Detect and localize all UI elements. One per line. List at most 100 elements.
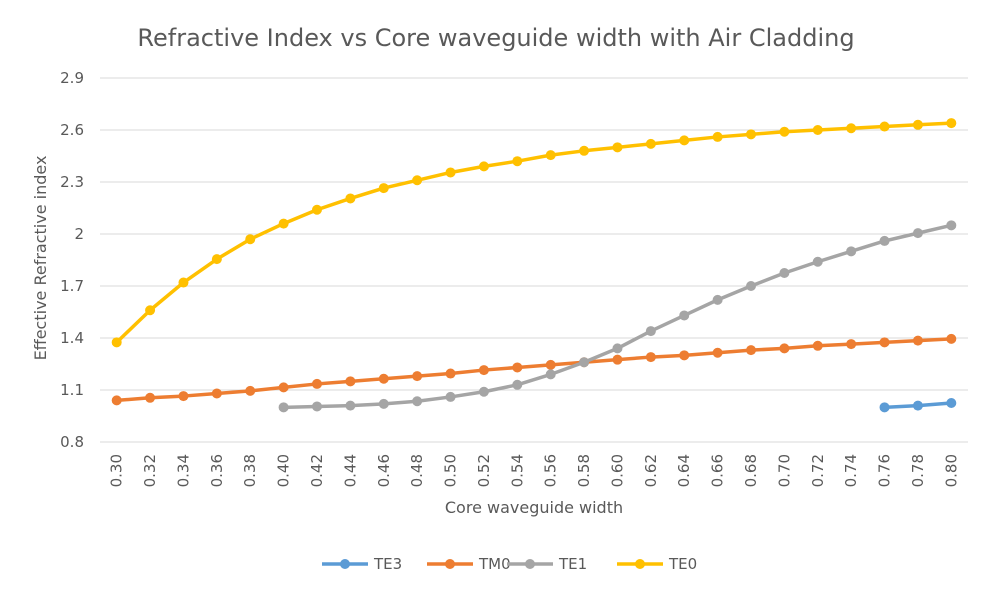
data-point-te0 [612,142,623,153]
data-point-te1 [478,386,489,397]
data-point-tm0 [545,359,556,370]
x-tick-label: 0.32 [141,454,159,487]
y-tick-label: 0.8 [60,433,84,451]
y-axis-title: Effective Refractive index [31,156,50,361]
data-point-te1 [545,369,556,380]
data-point-tm0 [645,352,656,363]
legend-label-te3: TE3 [373,555,402,573]
x-tick-label: 0.50 [442,454,460,487]
data-point-te1 [645,326,656,337]
chart-title: Refractive Index vs Core waveguide width… [137,24,854,52]
data-point-te0 [412,175,423,186]
data-point-te0 [712,131,723,142]
x-tick-label: 0.58 [575,454,593,487]
data-point-tm0 [111,395,122,406]
data-point-te1 [679,310,690,321]
legend-marker-tm0 [445,559,455,569]
x-tick-label: 0.62 [642,454,660,487]
data-point-te0 [111,337,122,348]
legend-label-te1: TE1 [558,555,587,573]
data-point-tm0 [612,354,623,365]
data-point-te0 [946,118,957,129]
y-tick-label: 1.7 [60,277,84,295]
data-point-tm0 [278,382,289,393]
x-tick-label: 0.40 [275,454,293,487]
x-tick-label: 0.78 [909,454,927,487]
data-point-tm0 [312,378,322,389]
data-point-te0 [812,125,823,135]
x-axis-ticks: 0.30 0.32 0.34 0.36 0.38 0.40 0.42 0.44 0.46 0.48… [108,454,961,487]
x-tick-label: 0.48 [408,454,426,487]
x-tick-label: 0.38 [241,454,259,487]
series-te0 [111,118,957,348]
data-point-tm0 [779,343,790,354]
data-point-te1 [946,220,957,231]
x-tick-label: 0.30 [108,454,126,487]
data-point-te1 [378,398,389,409]
y-tick-label: 2.3 [60,173,84,191]
data-point-te1 [912,228,923,239]
x-tick-label: 0.44 [341,454,359,487]
x-tick-label: 0.80 [942,454,960,487]
x-tick-label: 0.72 [809,454,827,487]
data-point-te0 [445,167,456,178]
x-tick-label: 0.36 [208,454,226,487]
data-point-te1 [712,294,723,305]
data-point-te0 [245,234,256,245]
x-tick-label: 0.74 [842,454,860,487]
data-point-te1 [445,391,456,402]
data-point-te1 [278,402,289,413]
y-tick-label: 2.9 [60,69,84,87]
data-point-tm0 [345,376,356,387]
x-tick-label: 0.70 [775,454,793,487]
y-axis-ticks: 0.8 1.1 1.4 1.7 2 2.3 2.6 2.9 [60,69,84,451]
x-tick-label: 0.54 [508,454,526,487]
series-te1 [278,220,957,413]
legend-marker-te1 [525,559,535,569]
series-line-te0 [114,121,954,345]
data-point-tm0 [879,337,890,348]
data-point-te0 [779,126,790,137]
data-point-te1 [412,396,423,407]
y-tick-label: 2.6 [60,121,84,139]
data-point-te1 [512,379,523,390]
data-point-te0 [312,204,322,215]
x-tick-label: 0.46 [375,454,393,487]
data-point-te0 [645,138,656,149]
legend-item-tm0: TM0 [427,555,511,573]
data-point-te0 [178,277,189,288]
data-point-te0 [211,254,222,265]
legend-label-te0: TE0 [668,555,697,573]
data-point-te0 [912,119,923,130]
legend-item-te0: TE0 [617,555,697,573]
data-point-te0 [579,145,590,156]
x-tick-label: 0.52 [475,454,493,487]
legend-label-tm0: TM0 [478,555,511,573]
data-point-tm0 [478,365,489,376]
x-tick-label: 0.76 [876,454,894,487]
x-tick-label: 0.42 [308,454,326,487]
data-point-te3 [912,400,923,411]
data-point-te1 [746,281,756,291]
data-point-te3 [946,398,957,408]
data-point-te0 [512,156,523,167]
data-point-tm0 [946,333,957,344]
data-point-tm0 [846,339,857,350]
data-point-te1 [846,246,857,257]
legend-marker-te0 [635,559,645,569]
data-point-tm0 [378,373,389,384]
x-axis-title: Core waveguide width [445,498,623,517]
y-tick-label: 2 [74,225,84,243]
data-point-te0 [278,218,289,229]
data-point-te0 [679,135,690,146]
data-point-tm0 [211,388,222,399]
x-tick-label: 0.66 [709,454,727,487]
data-point-te0 [846,123,857,134]
data-point-tm0 [145,392,156,403]
series-line-tm0 [114,337,954,403]
data-point-te1 [879,235,890,246]
legend-item-te3: TE3 [322,555,402,573]
legend: TE3 TM0 TE1 TE0 [322,555,697,573]
